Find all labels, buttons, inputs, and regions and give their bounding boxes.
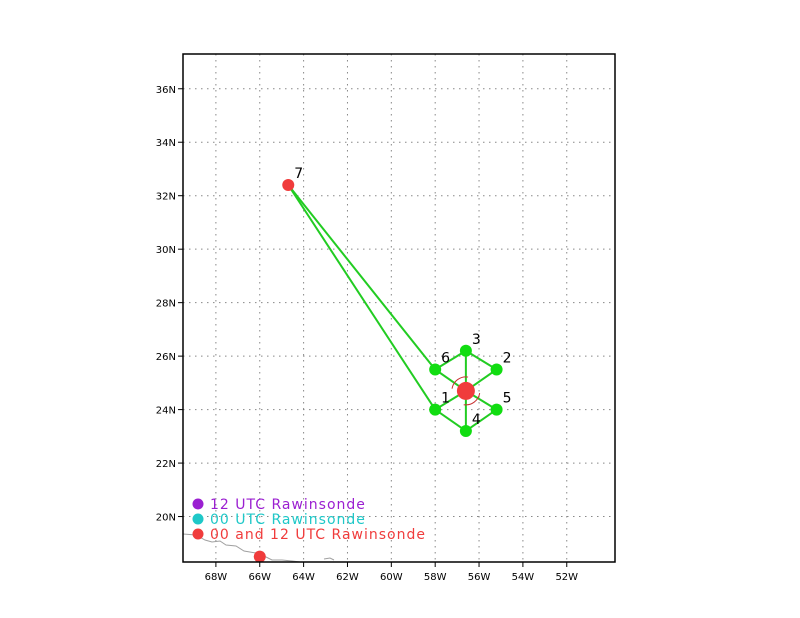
storm-center-group (451, 376, 481, 406)
plot-frame (182, 53, 616, 563)
station-label: 3 (472, 332, 481, 348)
station-label: 6 (441, 350, 450, 366)
station-marker (490, 403, 503, 416)
connector-line (434, 408, 467, 432)
y-tick-label: 34N (156, 138, 176, 149)
connector-line (287, 184, 436, 371)
coastline-islet (323, 557, 335, 561)
legend-label: 00 and 12 UTC Rawinsonde (210, 527, 426, 543)
center-arc (451, 376, 469, 389)
storm-center-marker (456, 381, 475, 400)
y-tick-label: 36N (156, 85, 176, 96)
connector-line (287, 184, 437, 411)
axis-ticks: 68W 66W 64W 62W 60W 58W 56W 54W 52W 20N 22N 24N 26N 2… (156, 85, 578, 583)
station-label: 7 (294, 166, 303, 182)
station-label: 4 (472, 412, 481, 428)
x-tick-label: 58W (424, 572, 447, 583)
x-tick-label: 68W (205, 572, 228, 583)
station-marker (429, 403, 442, 416)
legend-label: 12 UTC Rawinsonde (210, 497, 366, 513)
x-tick-label: 64W (292, 572, 315, 583)
y-tick-label: 28N (156, 299, 176, 310)
y-tick-label: 20N (156, 513, 176, 524)
legend-marker (192, 498, 204, 510)
coastline (183, 533, 301, 562)
y-tick-label: 22N (156, 459, 176, 470)
station-label: 1 (441, 391, 450, 407)
x-tick-label: 66W (248, 572, 271, 583)
x-tick-label: 62W (336, 572, 359, 583)
y-tick-label: 24N (156, 406, 176, 417)
y-tick-label: 26N (156, 352, 176, 363)
legend-marker (192, 513, 204, 525)
x-tick-label: 54W (512, 572, 535, 583)
connector-line (465, 408, 498, 432)
x-tick-label: 60W (380, 572, 403, 583)
x-tick-label: 52W (555, 572, 578, 583)
station-marker (253, 550, 266, 562)
station-marker (429, 363, 442, 376)
station-marker (459, 424, 472, 437)
center-arc (463, 392, 481, 406)
stations: 1 2 3 4 5 6 7 (253, 166, 512, 562)
y-tick-label: 30N (156, 245, 176, 256)
station-marker (282, 179, 295, 192)
station-label: 5 (503, 391, 512, 407)
lat-lon-grid (183, 54, 615, 562)
station-marker (459, 344, 472, 357)
y-tick-label: 32N (156, 192, 176, 203)
legend-label: 00 UTC Rawinsonde (210, 512, 366, 528)
x-tick-label: 56W (468, 572, 491, 583)
legend-marker (192, 528, 204, 540)
station-marker (490, 363, 503, 376)
station-label: 2 (503, 350, 512, 366)
